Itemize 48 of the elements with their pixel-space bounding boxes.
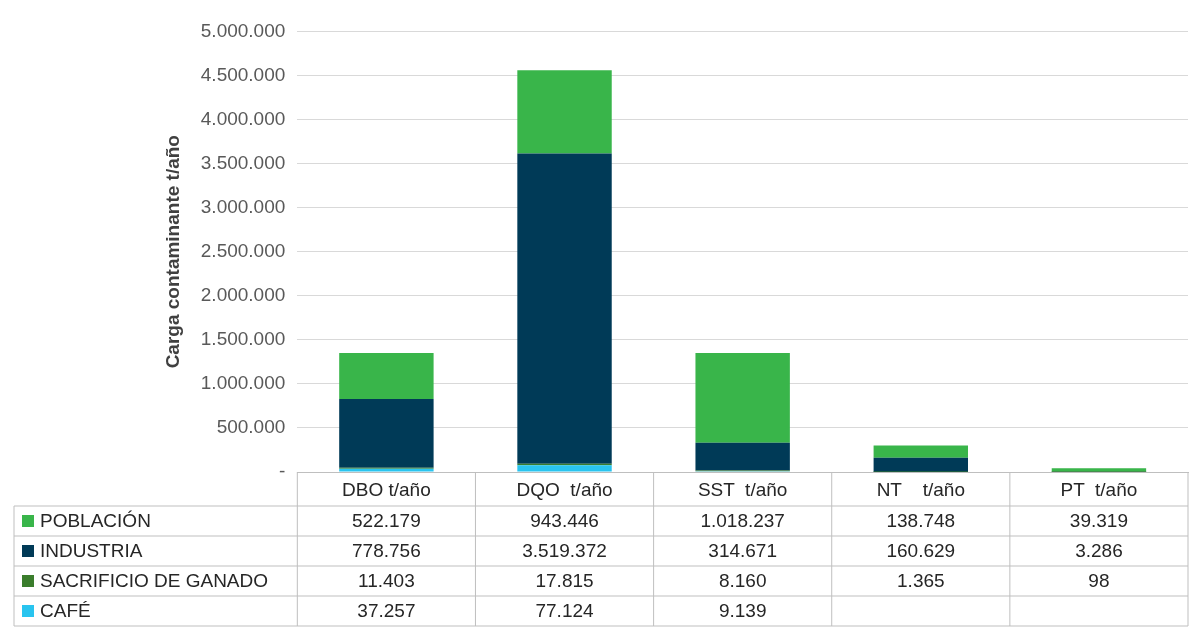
y-tick-label: 4.000.000 xyxy=(200,107,286,129)
legend-label: SACRIFICIO DE GANADO xyxy=(40,570,269,592)
data-label: 778.756 xyxy=(352,540,421,562)
data-label: 314.671 xyxy=(708,540,778,562)
x-tick-label: NT t/año xyxy=(876,479,965,501)
bar xyxy=(873,457,968,472)
bar xyxy=(873,445,968,458)
bar xyxy=(695,442,790,471)
x-tick-label: PT t/año xyxy=(1060,479,1138,501)
legend-label: CAFÉ xyxy=(40,600,91,622)
y-tick-label: 3.500.000 xyxy=(200,151,286,173)
bar xyxy=(517,153,612,464)
bar xyxy=(517,70,612,154)
x-tick-label: DBO t/año xyxy=(342,479,431,501)
legend-label: INDUSTRIA xyxy=(40,540,143,562)
y-tick-label: 500.000 xyxy=(216,416,286,438)
data-label: 39.319 xyxy=(1069,510,1128,532)
bar xyxy=(517,465,612,472)
bar xyxy=(695,353,790,443)
data-label: 37.257 xyxy=(357,600,416,622)
data-label: 77.124 xyxy=(535,600,595,622)
data-label: 522.179 xyxy=(352,510,421,532)
data-label: 8.160 xyxy=(718,570,767,592)
y-tick-label: 1.000.000 xyxy=(200,372,286,394)
y-tick-label: 1.500.000 xyxy=(200,328,286,350)
data-label: 3.286 xyxy=(1075,540,1123,562)
data-label: 17.815 xyxy=(535,570,594,592)
data-label: 9.139 xyxy=(718,600,767,622)
data-label: 98 xyxy=(1088,570,1110,592)
data-label: 943.446 xyxy=(530,510,599,532)
data-label: 3.519.372 xyxy=(522,540,607,562)
legend-label: POBLACIÓN xyxy=(40,510,151,532)
bar xyxy=(339,353,434,400)
data-label: 11.403 xyxy=(358,570,415,592)
y-tick-label: 2.000.000 xyxy=(200,283,286,305)
x-tick-label: DQO t/año xyxy=(516,479,613,501)
y-tick-label: 3.000.000 xyxy=(200,195,286,217)
x-tick-label: SST t/año xyxy=(697,479,788,501)
data-label: 160.629 xyxy=(886,540,956,562)
data-label: 138.748 xyxy=(886,510,956,532)
y-tick-label: 5.000.000 xyxy=(200,19,286,41)
y-axis-title: Carga contaminante t/año xyxy=(161,135,183,369)
data-label: 1.365 xyxy=(897,570,945,592)
data-label: 1.018.237 xyxy=(700,510,785,532)
bar xyxy=(339,399,434,468)
y-tick-label: 4.500.000 xyxy=(200,63,286,85)
y-tick-label: - xyxy=(279,460,286,482)
y-tick-label: 2.500.000 xyxy=(200,239,286,261)
